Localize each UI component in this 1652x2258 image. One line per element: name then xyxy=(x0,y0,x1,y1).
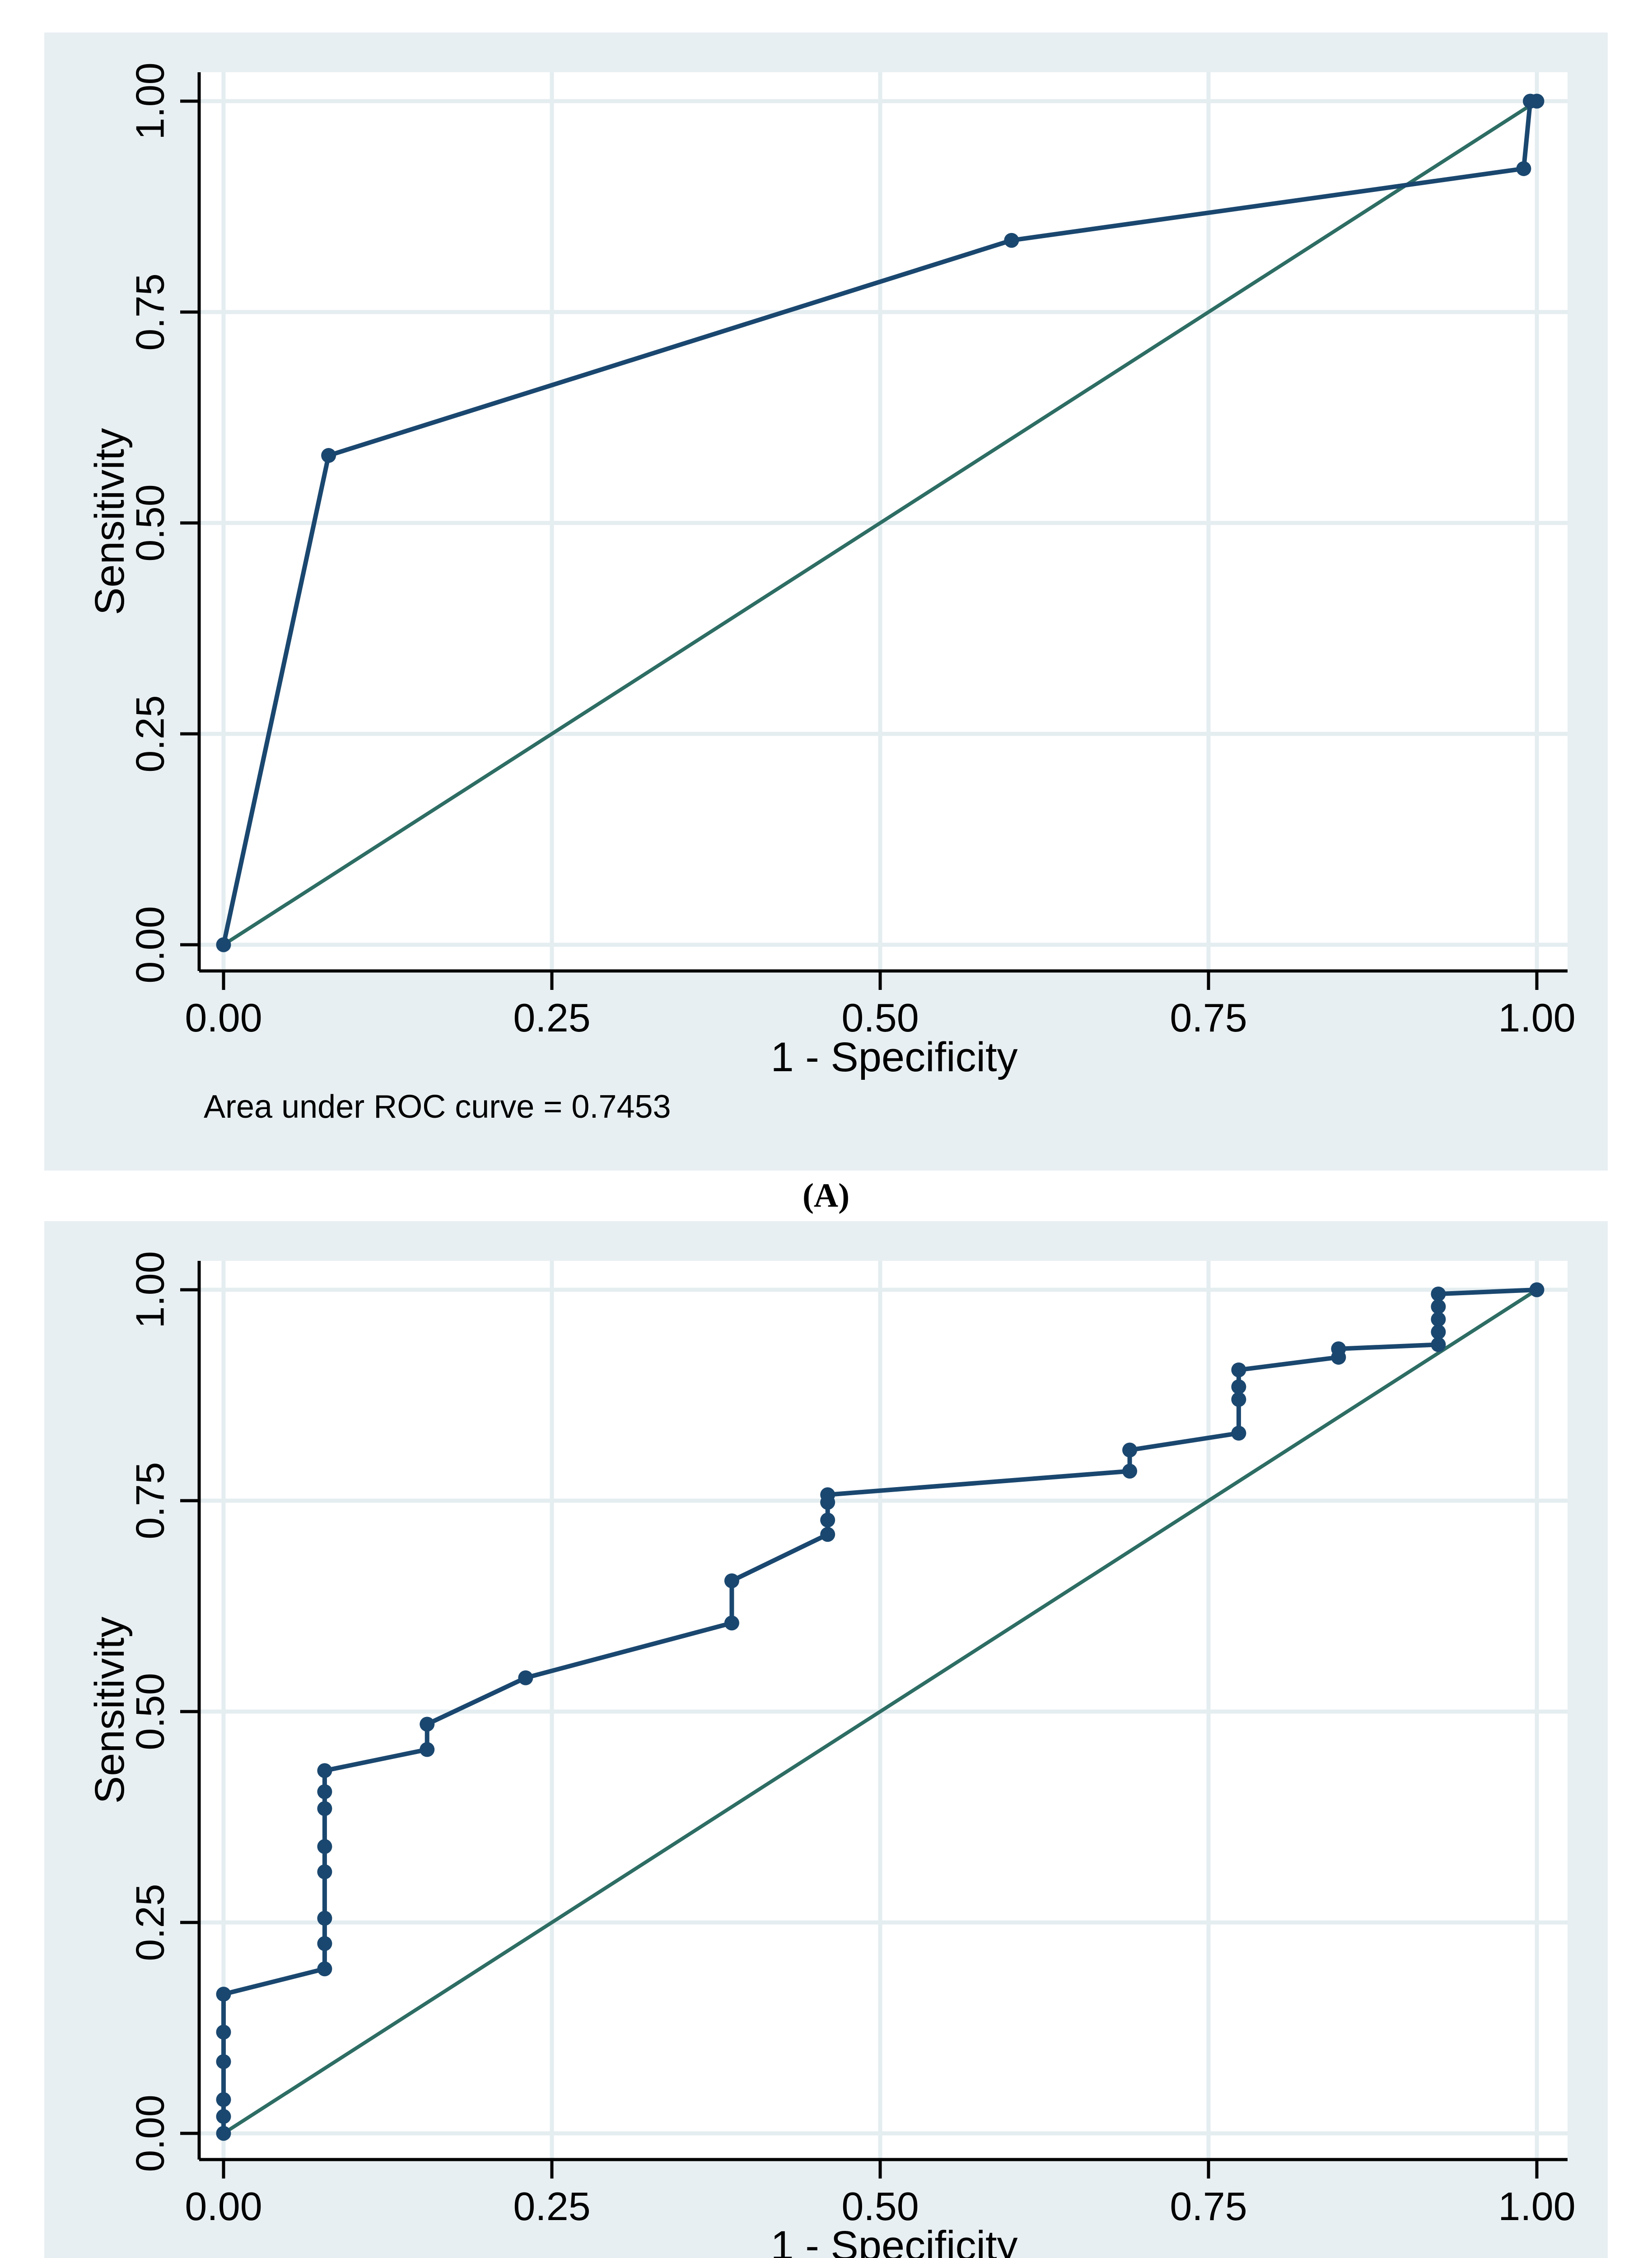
roc-marker xyxy=(317,1763,332,1778)
roc-marker xyxy=(317,1801,332,1816)
roc-marker xyxy=(1004,233,1019,248)
x-tick-label: 0.50 xyxy=(841,2184,919,2229)
y-tick-label: 0.00 xyxy=(128,2095,173,2172)
roc-marker xyxy=(1431,1311,1446,1327)
x-tick-label: 1.00 xyxy=(1498,995,1575,1040)
roc-marker xyxy=(317,1784,332,1799)
reference-line xyxy=(222,1288,1539,2135)
roc-marker xyxy=(1529,93,1545,109)
roc-marker xyxy=(317,1911,332,1926)
roc-marker xyxy=(420,1742,435,1757)
y-tick-label: 0.50 xyxy=(128,484,173,561)
roc-marker xyxy=(1516,161,1531,176)
roc-marker xyxy=(820,1512,835,1528)
y-tick-label: 0.75 xyxy=(128,1462,173,1539)
roc-marker xyxy=(1431,1337,1446,1352)
roc-chart-a: 0.00 0.25 0.50 0.75 1.00 0.00 0.25 0.50 0.75 1.00… xyxy=(87,62,1576,1080)
roc-marker xyxy=(1231,1426,1246,1441)
roc-marker xyxy=(321,448,336,463)
roc-marker xyxy=(1431,1324,1446,1339)
roc-marker xyxy=(1331,1341,1346,1357)
x-tick-label: 0.00 xyxy=(185,995,262,1040)
roc-marker xyxy=(1122,1464,1138,1479)
roc-marker xyxy=(518,1670,533,1685)
x-tick-label: 0.75 xyxy=(1170,2184,1247,2229)
roc-marker xyxy=(724,1573,739,1588)
x-tick-label: 0.50 xyxy=(841,995,919,1040)
y-tick-label: 0.50 xyxy=(128,1673,173,1750)
roc-marker xyxy=(317,1936,332,1951)
panel-caption-a: (A) xyxy=(802,1177,850,1214)
roc-marker xyxy=(216,2054,231,2069)
roc-marker xyxy=(216,937,231,952)
roc-marker xyxy=(820,1487,835,1502)
roc-marker xyxy=(216,2092,231,2107)
roc-marker xyxy=(317,1839,332,1854)
y-tick-label: 0.00 xyxy=(128,906,173,983)
roc-marker xyxy=(724,1615,739,1631)
roc-marker xyxy=(216,2126,231,2141)
x-tick-label: 0.00 xyxy=(185,2184,262,2229)
roc-marker xyxy=(1431,1286,1446,1302)
y-tick-label: 1.00 xyxy=(128,62,173,140)
roc-marker xyxy=(216,1987,231,2002)
roc-marker xyxy=(317,1864,332,1880)
roc-marker xyxy=(1231,1362,1246,1377)
y-tick-label: 0.25 xyxy=(128,695,173,772)
roc-marker xyxy=(1122,1442,1138,1458)
y-tick-label: 1.00 xyxy=(128,1251,173,1328)
y-axis-title: Sensitivity xyxy=(87,1617,133,1804)
panel-a: 0.00 0.25 0.50 0.75 1.00 0.00 0.25 0.50 0.75 1.00… xyxy=(44,33,1608,1171)
x-tick-label: 0.25 xyxy=(513,2184,590,2229)
x-axis-title: 1 - Specificity xyxy=(770,1034,1017,1080)
roc-marker xyxy=(1431,1299,1446,1314)
roc-chart-b: 0.00 0.25 0.50 0.75 1.00 0.00 0.25 0.50 0.75 1.00… xyxy=(87,1251,1576,2258)
y-tick-label: 0.75 xyxy=(128,273,173,350)
x-tick-label: 0.25 xyxy=(513,995,590,1040)
roc-marker xyxy=(420,1717,435,1732)
y-tick-label: 0.25 xyxy=(128,1884,173,1961)
roc-marker xyxy=(216,2109,231,2124)
x-tick-label: 0.75 xyxy=(1170,995,1247,1040)
roc-marker xyxy=(1231,1392,1246,1407)
y-axis-title: Sensitivity xyxy=(87,428,133,615)
auc-annotation-a: Area under ROC curve = 0.7453 xyxy=(204,1089,671,1125)
roc-marker xyxy=(317,1961,332,1977)
reference-line xyxy=(222,99,1539,947)
roc-figure: { "figure": { "description": "Two-panel … xyxy=(0,33,1652,2258)
x-tick-label: 1.00 xyxy=(1498,2184,1575,2229)
roc-marker xyxy=(1529,1282,1545,1297)
roc-marker xyxy=(1231,1379,1246,1395)
x-axis-title: 1 - Specificity xyxy=(770,2223,1017,2258)
roc-marker xyxy=(216,2025,231,2040)
roc-marker xyxy=(820,1527,835,1542)
panel-b: 0.00 0.25 0.50 0.75 1.00 0.00 0.25 0.50 0.75 1.00… xyxy=(44,1221,1608,2258)
